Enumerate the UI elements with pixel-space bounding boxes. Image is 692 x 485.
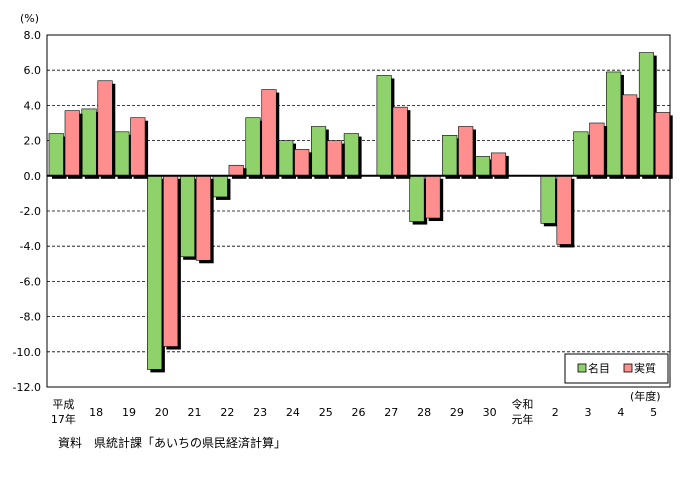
bar-nominal (606, 71, 622, 177)
bar-real (327, 140, 343, 177)
x-tick-label: 令和 (511, 397, 533, 411)
bar-nominal (442, 135, 458, 177)
legend-swatch-nominal (577, 363, 587, 373)
x-tick-label: 19 (122, 406, 136, 419)
x-tick-label: 29 (450, 406, 464, 419)
x-tick-label: 27 (384, 406, 398, 419)
y-tick-label: -4.0 (20, 240, 41, 253)
y-tick-label: -6.0 (20, 275, 41, 288)
bar-nominal (147, 175, 163, 370)
x-axis-unit: (年度) (630, 389, 661, 403)
bar-nominal (311, 126, 327, 177)
y-tick-label: -12.0 (13, 381, 41, 394)
source-note: 資料 県統計課「あいちの県民経済計算」 (58, 436, 287, 450)
y-tick-label: 8.0 (24, 29, 42, 42)
bar-nominal (245, 117, 261, 177)
x-tick-label: 28 (417, 406, 431, 419)
legend-swatch-real (623, 363, 633, 373)
y-tick-label: 0.0 (24, 170, 42, 183)
bar-real (458, 126, 474, 177)
x-tick-label: 30 (483, 406, 497, 419)
y-tick-label: -8.0 (20, 311, 41, 324)
x-tick-label: 24 (286, 406, 300, 419)
x-tick-label: 23 (253, 406, 267, 419)
y-tick-label: 2.0 (24, 135, 42, 148)
bar-real (294, 149, 310, 177)
bar-real (392, 106, 408, 177)
x-tick-label: 元年 (511, 412, 533, 426)
x-tick-label: 26 (352, 406, 366, 419)
bar-real (261, 89, 277, 177)
x-tick-label: 25 (319, 406, 333, 419)
bar-nominal (409, 175, 425, 222)
x-tick-label: 5 (650, 406, 657, 419)
bar-nominal (638, 52, 655, 177)
x-tick-label: 22 (220, 406, 234, 419)
bar-real (97, 80, 113, 177)
bar-nominal (212, 175, 228, 198)
x-tick-label: 3 (585, 406, 592, 419)
legend: 名目 実質 (564, 353, 669, 384)
legend-label-nominal: 名目 (588, 361, 610, 375)
axis-labels: 8.0 6.0 4.0 2.0 0.0 -2.0 -4.0 -6.0 -8.0 -10.0 -12.… (13, 29, 658, 426)
bar-nominal (179, 175, 195, 258)
grid-lines (47, 34, 670, 388)
bar-real (228, 164, 244, 177)
bar-real (589, 122, 605, 177)
x-tick-label: 平成 (52, 398, 74, 411)
plot-frame (46, 34, 671, 388)
bar-nominal (114, 131, 130, 177)
legend-label-real: 実質 (634, 361, 656, 375)
bar-nominal (573, 131, 589, 177)
bar-nominal (376, 75, 392, 177)
x-tick-label: 2 (552, 406, 559, 419)
bar-real (130, 117, 146, 177)
bar-nominal (278, 140, 294, 177)
y-tick-label: 6.0 (24, 64, 42, 77)
x-tick-label: 18 (89, 406, 103, 419)
y-axis-unit: (%) (20, 12, 39, 25)
legend-box (564, 353, 669, 384)
y-tick-label: 4.0 (24, 99, 42, 112)
y-tick-label: -10.0 (13, 346, 41, 359)
bar-nominal (474, 156, 491, 177)
bar-real (622, 94, 638, 177)
x-tick-label: 21 (188, 406, 202, 419)
bar-nominal (81, 108, 97, 177)
bar-real (556, 175, 572, 245)
x-tick-label: 20 (155, 406, 169, 419)
x-tick-label: 17年 (51, 412, 76, 426)
bar-real (654, 112, 671, 177)
bar-real (490, 152, 507, 177)
bar-nominal (540, 175, 556, 224)
bar-nominal (48, 133, 64, 177)
bar-real (195, 175, 211, 261)
bar-real (425, 175, 441, 219)
y-tick-label: -2.0 (20, 205, 41, 218)
bar-real (163, 175, 179, 347)
bar-nominal (343, 133, 359, 177)
x-tick-label: 4 (617, 406, 624, 419)
bar-chart: (%) (年度) 8.0 6.0 4.0 2.0 0.0 -2.0 -4.0 -6.0 -8.0… (13, 12, 673, 426)
bars (47, 52, 673, 373)
bar-real (64, 110, 80, 177)
